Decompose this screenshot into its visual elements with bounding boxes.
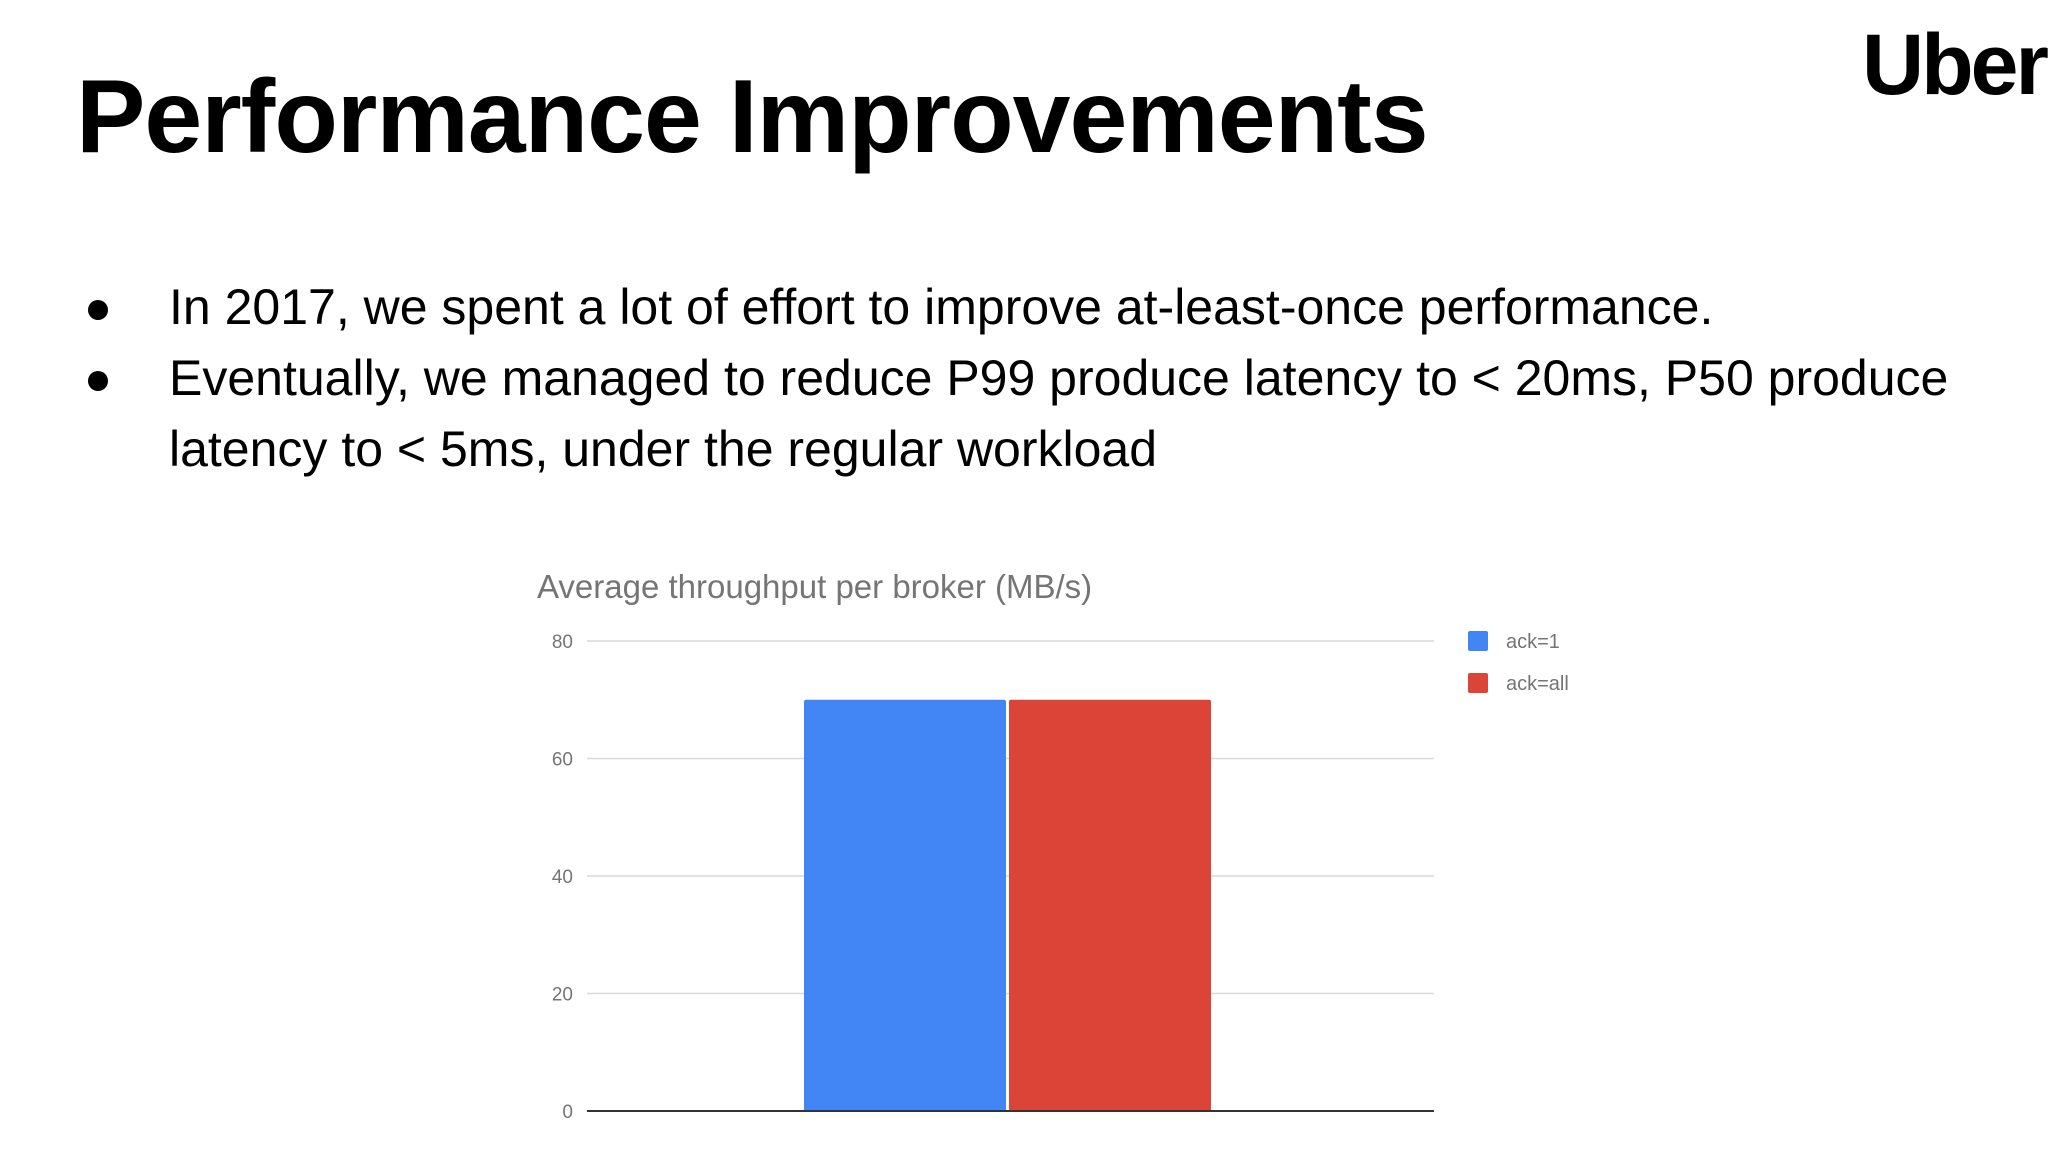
y-tick-label: 80 [552, 632, 573, 653]
bar-ack-all [1009, 699, 1211, 1111]
legend-swatch [1468, 631, 1488, 651]
bullet-text: Eventually, we managed to reduce P99 pro… [169, 350, 1949, 477]
y-tick-label: 0 [562, 1102, 573, 1123]
y-tick-label: 40 [552, 867, 573, 888]
legend-label: ack=1 [1506, 631, 1560, 653]
bar-ack-1 [804, 699, 1006, 1111]
bullet-item: Eventually, we managed to reduce P99 pro… [84, 343, 1964, 485]
slide-title: Performance Improvements [76, 59, 1429, 175]
bullet-dot-icon [88, 371, 108, 391]
y-tick-label: 60 [552, 750, 573, 771]
bullet-list: In 2017, we spent a lot of effort to imp… [84, 272, 1964, 485]
bullet-dot-icon [88, 300, 108, 320]
bullet-item: In 2017, we spent a lot of effort to imp… [84, 272, 1964, 343]
bullet-text: In 2017, we spent a lot of effort to imp… [169, 279, 1714, 335]
uber-logo: Uber [1862, 17, 2048, 113]
chart-title: Average throughput per broker (MB/s) [537, 568, 1092, 605]
y-tick-label: 20 [552, 985, 573, 1006]
legend-swatch [1468, 673, 1488, 693]
legend-label: ack=all [1506, 673, 1569, 695]
